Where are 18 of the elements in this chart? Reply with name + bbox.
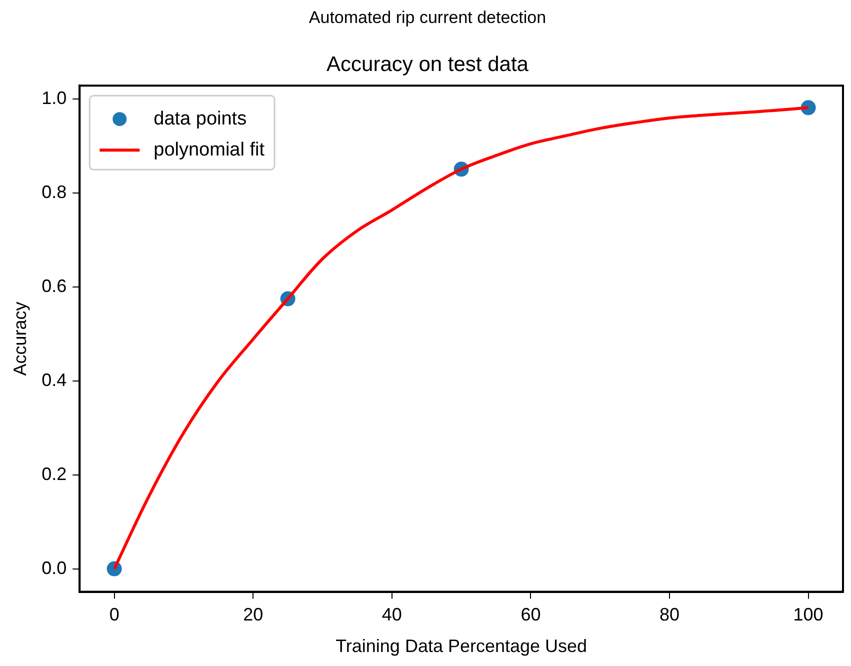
chart-subtitle: Accuracy on test data: [326, 52, 529, 76]
x-tick-label: 0: [109, 604, 120, 625]
y-tick-label: 1.0: [42, 88, 67, 108]
x-axis-title: Training Data Percentage Used: [336, 636, 588, 656]
x-tick-label: 20: [243, 604, 264, 625]
legend-label: data points: [154, 108, 247, 130]
legend-label: polynomial fit: [154, 139, 266, 160]
chart-title: Automated rip current detection: [308, 8, 546, 27]
x-tick-label: 40: [382, 604, 402, 625]
x-tick-label: 80: [659, 604, 680, 625]
x-tick-label: 100: [793, 604, 824, 625]
y-tick-label: 0.4: [42, 370, 67, 390]
y-tick-label: 0.8: [42, 182, 67, 202]
y-tick-label: 0.2: [42, 464, 67, 484]
x-tick-label: 60: [520, 604, 541, 625]
y-axis-title: Accuracy: [10, 302, 30, 376]
y-tick-label: 0.6: [42, 276, 67, 296]
y-tick-label: 0.0: [42, 558, 67, 578]
